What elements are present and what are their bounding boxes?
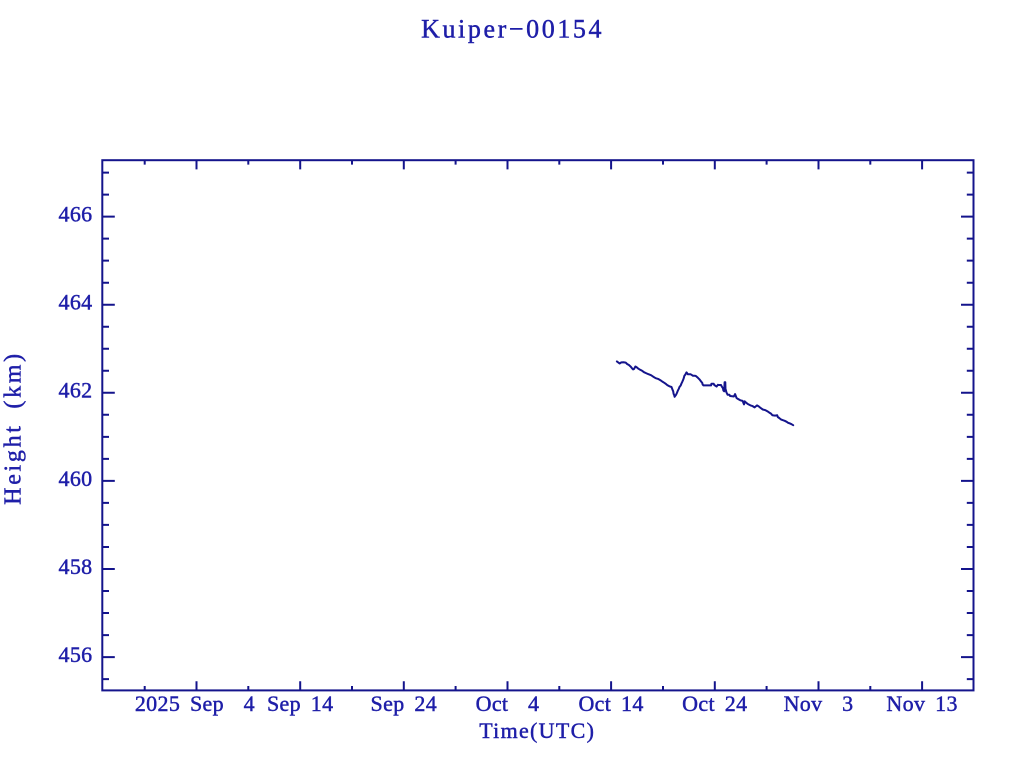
svg-text:Nov 3: Nov 3 (784, 691, 854, 716)
svg-text:462: 462 (59, 378, 93, 403)
svg-text:2025 Sep 4: 2025 Sep 4 (135, 691, 255, 716)
svg-text:460: 460 (59, 466, 93, 491)
svg-text:464: 464 (59, 290, 93, 315)
svg-text:Time(UTC): Time(UTC) (479, 718, 595, 743)
svg-text:Sep 24: Sep 24 (371, 691, 437, 716)
svg-text:Oct 24: Oct 24 (682, 691, 747, 716)
svg-text:458: 458 (59, 554, 93, 579)
svg-text:466: 466 (59, 202, 93, 227)
svg-text:Sep 14: Sep 14 (267, 691, 333, 716)
svg-text:Kuiper−00154: Kuiper−00154 (421, 15, 604, 44)
svg-text:Nov 13: Nov 13 (886, 691, 957, 716)
svg-text:Oct 14: Oct 14 (578, 691, 643, 716)
svg-text:Height (km): Height (km) (0, 351, 26, 505)
svg-text:456: 456 (59, 642, 93, 667)
svg-text:Oct 4: Oct 4 (476, 691, 540, 716)
